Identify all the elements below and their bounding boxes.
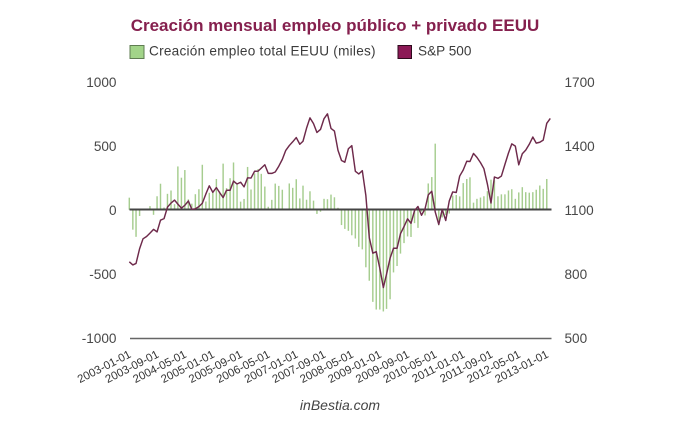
svg-text:Creación mensual empleo públic: Creación mensual empleo público + privad…	[131, 16, 540, 35]
svg-text:-500: -500	[89, 267, 117, 282]
svg-text:500: 500	[565, 331, 588, 346]
svg-text:-1000: -1000	[82, 331, 117, 346]
svg-text:0: 0	[109, 203, 117, 218]
svg-text:800: 800	[565, 267, 588, 282]
svg-text:1000: 1000	[86, 75, 117, 90]
svg-text:500: 500	[94, 139, 117, 154]
svg-text:S&P 500: S&P 500	[418, 44, 472, 59]
svg-text:Creación empleo total EEUU (mi: Creación empleo total EEUU (miles)	[149, 44, 376, 59]
svg-text:1100: 1100	[565, 203, 595, 218]
svg-text:1400: 1400	[565, 139, 596, 154]
svg-text:inBestia.com: inBestia.com	[300, 397, 380, 413]
svg-text:1700: 1700	[565, 75, 596, 90]
